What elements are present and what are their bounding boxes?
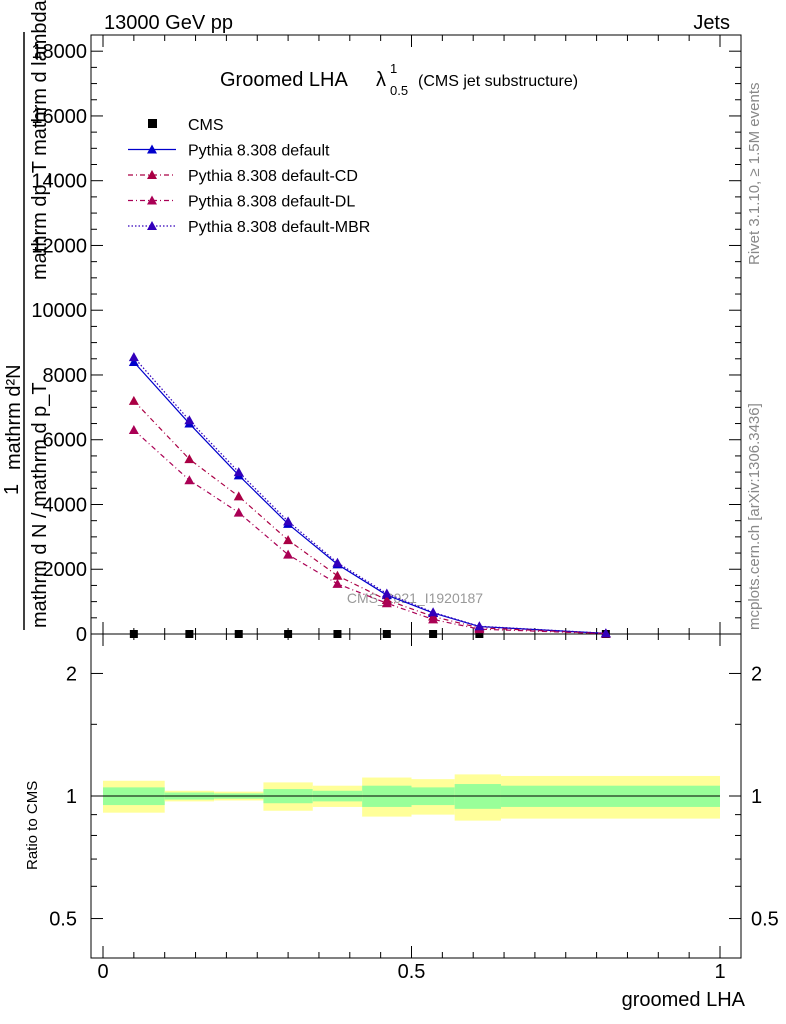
series-marker (600, 628, 611, 638)
legend-label: Pythia 8.308 default-DL (188, 194, 355, 211)
legend-item: Pythia 8.308 default-MBR (128, 219, 370, 236)
series-marker (381, 588, 392, 598)
legend-label: CMS (188, 117, 224, 134)
ratio-tick-label-right: 2 (751, 663, 762, 685)
ratio-uncertainty-bands (103, 774, 720, 821)
legend-marker (147, 195, 157, 205)
legend-label: Pythia 8.308 default (188, 143, 330, 160)
legend-marker (147, 144, 157, 154)
x-axis-label: groomed LHA (622, 989, 746, 1011)
series-marker (128, 395, 139, 405)
legend-marker (148, 119, 157, 128)
analysis-id-watermark: CMS_2021_I1920187 (347, 590, 483, 606)
y-tick-label: 12000 (31, 235, 87, 257)
series-marker (332, 557, 343, 567)
y-tick-label: 14000 (31, 171, 87, 193)
ratio-tick-label-left: 1 (66, 786, 77, 808)
series-marker (283, 535, 294, 545)
ratio-tick-label-left: 0.5 (49, 909, 77, 931)
series-marker (428, 607, 439, 617)
y-tick-label: 10000 (31, 300, 87, 322)
series-marker (332, 578, 343, 588)
x-tick-label: 0.5 (398, 961, 426, 983)
y-tick-label: 16000 (31, 106, 87, 128)
rivet-version-label: Rivet 3.1.10, ≥ 1.5M events (746, 83, 763, 266)
series-marker (233, 467, 244, 477)
data-point (129, 630, 138, 638)
data-point (429, 630, 438, 638)
series-marker (128, 425, 139, 435)
plot-title: Groomed LHA λ 1 0.5 (CMS jet substructur… (220, 61, 578, 98)
legend-item: Pythia 8.308 default-CD (128, 168, 358, 185)
ratio-tick-label-right: 1 (751, 786, 762, 808)
ratio-tick-label-right: 0.5 (751, 909, 779, 931)
y-tick-label: 8000 (43, 365, 88, 387)
series-marker (128, 357, 139, 367)
beam-label: 13000 GeV pp (104, 12, 233, 34)
series-marker (184, 454, 195, 464)
legend-item: Pythia 8.308 default (128, 143, 330, 160)
main-series-layer (128, 352, 611, 638)
mcplots-label: mcplots.cern.ch [arXiv:1306.3436] (746, 403, 763, 630)
title-lambda: λ (376, 69, 386, 91)
series-marker (283, 549, 294, 559)
x-tick-label: 0 (97, 961, 108, 983)
data-point (382, 630, 391, 638)
y-tick-label: 4000 (43, 494, 88, 516)
data-point (475, 630, 484, 638)
series-marker (184, 415, 195, 425)
series-marker (184, 475, 195, 485)
legend: CMS Pythia 8.308 default Pythia 8.308 defa… (128, 117, 370, 236)
data-point (185, 630, 194, 638)
y-label-one: 1 (1, 484, 23, 495)
legend-item: Pythia 8.308 default-DL (128, 194, 355, 211)
y-label-top: mathrm dp_T mathrm d lambda (29, 0, 51, 280)
legend-label: Pythia 8.308 default-CD (188, 168, 358, 185)
legend-marker (147, 221, 157, 230)
legend-marker (147, 170, 157, 179)
main-axis-ticks: 0 2000 4000 6000 8000 10000 12000 14000 16000 180… (31, 34, 741, 646)
data-point (234, 630, 243, 638)
series-marker (128, 352, 139, 362)
y-tick-label: 6000 (43, 430, 88, 452)
process-label: Jets (693, 12, 730, 34)
series-marker (428, 614, 439, 624)
y-tick-label: 0 (76, 624, 87, 646)
series-marker (283, 516, 294, 526)
y-label-num-left: mathrm d²N (3, 364, 25, 470)
data-point (333, 630, 342, 638)
y-label-bottom: mathrm d N / mathrm d p_T (29, 382, 51, 628)
series-pythia-8-308-default-mbr (128, 352, 611, 638)
y-axis-label: mathrm d²N mathrm dp_T mathrm d lambda m… (1, 0, 51, 630)
title-sub: 0.5 (390, 83, 408, 98)
series-marker (233, 507, 244, 517)
ratio-tick-label-left: 2 (66, 663, 77, 685)
y-tick-label: 2000 (43, 559, 88, 581)
legend-label: Pythia 8.308 default-MBR (188, 219, 370, 236)
title-note: (CMS jet substructure) (418, 73, 578, 90)
series-marker (332, 570, 343, 580)
ratio-axis-label: Ratio to CMS (24, 781, 41, 870)
title-main: Groomed LHA (220, 69, 348, 91)
y-tick-label: 18000 (31, 41, 87, 63)
x-tick-label: 1 (714, 961, 725, 983)
title-sup: 1 (390, 61, 397, 76)
legend-item: CMS (148, 117, 224, 134)
series-marker (474, 621, 485, 631)
series-marker (381, 598, 392, 608)
series-marker (233, 491, 244, 501)
ratio-axis-ticks: 0.5 0.5 1 1 2 2 0 0.5 1 (49, 634, 779, 983)
data-point (284, 630, 293, 638)
